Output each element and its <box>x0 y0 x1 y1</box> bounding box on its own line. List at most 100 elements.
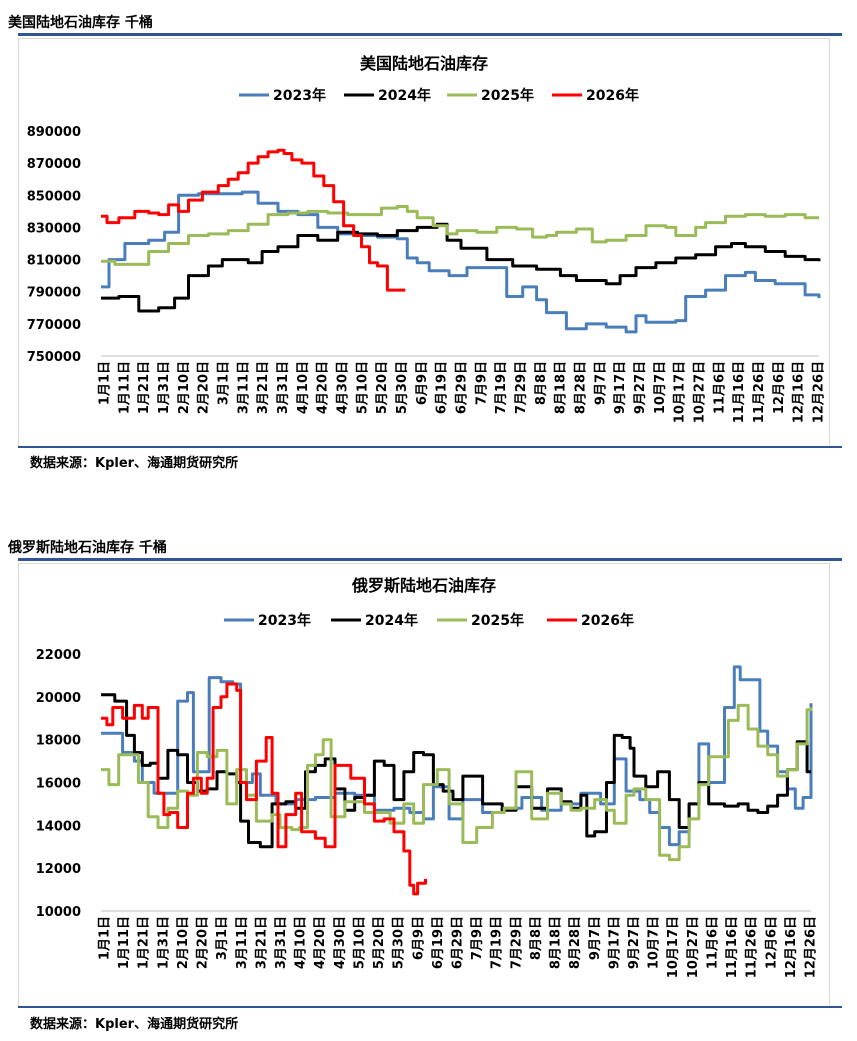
legend-label: 2025年 <box>481 87 534 104</box>
legend-label: 2024年 <box>365 612 418 629</box>
x-tick-label: 7月19日 <box>490 916 505 969</box>
x-tick-label: 4月10日 <box>294 916 309 969</box>
y-tick-label: 890000 <box>27 125 81 140</box>
x-tick-label: 8月18日 <box>549 916 564 969</box>
x-tick-label: 11月6日 <box>705 916 720 969</box>
x-tick-label: 11月6日 <box>712 361 727 414</box>
section-rule-ru-bottom <box>18 1006 842 1008</box>
x-tick-label: 7月19日 <box>494 361 509 414</box>
y-tick-label: 20000 <box>36 691 81 706</box>
x-tick-label: 5月30日 <box>395 361 410 414</box>
x-tick-label: 3月21日 <box>256 361 271 414</box>
x-tick-label: 1月1日 <box>98 916 113 960</box>
x-tick-label: 3月1日 <box>217 361 232 405</box>
x-tick-label: 12月6日 <box>772 361 787 414</box>
series-line <box>101 205 819 266</box>
x-tick-label: 5月10日 <box>355 361 370 414</box>
y-tick-label: 14000 <box>36 819 81 834</box>
legend-label: 2023年 <box>273 87 326 104</box>
source-note-us: 数据来源：Kpler、海通期货研究所 <box>30 456 239 471</box>
x-tick-label: 6月29日 <box>451 916 466 969</box>
x-tick-label: 9月17日 <box>613 361 628 414</box>
legend-label: 2026年 <box>581 612 634 629</box>
x-tick-label: 12月26日 <box>812 361 827 423</box>
x-tick-label: 10月27日 <box>686 916 701 978</box>
x-tick-label: 4月20日 <box>316 361 331 414</box>
x-tick-label: 1月31日 <box>156 916 171 969</box>
x-tick-label: 11月26日 <box>752 361 767 423</box>
x-tick-label: 6月29日 <box>455 361 470 414</box>
y-tick-label: 18000 <box>36 734 81 749</box>
x-tick-label: 4月30日 <box>336 361 351 414</box>
x-tick-label: 11月16日 <box>725 916 740 978</box>
series-line <box>101 682 427 896</box>
section-rule-us-top <box>18 33 842 36</box>
x-tick-label: 6月19日 <box>435 361 450 414</box>
x-tick-label: 12月26日 <box>804 916 819 978</box>
x-tick-label: 3月21日 <box>254 916 269 969</box>
x-tick-label: 4月20日 <box>313 916 328 969</box>
chart-title: 俄罗斯陆地石油库存 <box>351 576 496 595</box>
x-tick-label: 3月11日 <box>236 361 251 414</box>
x-tick-label: 12月16日 <box>792 361 807 423</box>
x-tick-label: 12月6日 <box>764 916 779 969</box>
x-tick-label: 11月16日 <box>732 361 747 423</box>
x-tick-label: 11月26日 <box>745 916 760 978</box>
section-rule-ru-top <box>18 558 842 561</box>
chart-ru-frame: 俄罗斯陆地石油库存 2023年 2024年 2025年 2026年 10000 12000 1… <box>18 563 830 1007</box>
series-line <box>101 693 811 849</box>
x-tick-label: 3月11日 <box>235 916 250 969</box>
x-tick-label: 3月1日 <box>215 916 230 960</box>
chart-title: 美国陆地石油库存 <box>360 54 488 73</box>
chart-us-frame: 美国陆地石油库存 2023年 2024年 2025年 2026年 750000 770000… <box>18 38 830 447</box>
x-tick-label: 6月19日 <box>431 916 446 969</box>
x-tick-label: 1月1日 <box>98 361 113 405</box>
x-tick-label: 10月27日 <box>693 361 708 423</box>
x-tick-label: 7月9日 <box>474 361 489 405</box>
y-tick-label: 810000 <box>27 254 81 269</box>
x-tick-label: 1月11日 <box>117 361 132 414</box>
y-tick-label: 770000 <box>27 318 81 333</box>
series-line <box>101 190 821 334</box>
x-tick-label: 4月10日 <box>296 361 311 414</box>
y-tick-label: 830000 <box>27 221 81 236</box>
x-tick-label: 5月30日 <box>392 916 407 969</box>
y-tick-label: 12000 <box>36 862 81 877</box>
x-tick-label: 9月27日 <box>633 361 648 414</box>
x-tick-label: 1月21日 <box>137 361 152 414</box>
legend-label: 2023年 <box>258 612 311 629</box>
x-tick-label: 12月16日 <box>784 916 799 978</box>
x-tick-label: 8月28日 <box>574 361 589 414</box>
x-tick-label: 2月20日 <box>197 361 212 414</box>
x-tick-label: 7月9日 <box>470 916 485 960</box>
section-title-us: 美国陆地石油库存 千桶 <box>8 15 153 31</box>
y-tick-label: 750000 <box>27 350 81 365</box>
section-rule-us-bottom <box>18 446 842 448</box>
x-tick-label: 7月29日 <box>514 361 529 414</box>
x-tick-label: 9月17日 <box>607 916 622 969</box>
section-title-ru: 俄罗斯陆地石油库存 千桶 <box>8 540 167 556</box>
series-line <box>101 222 821 313</box>
legend-label: 2026年 <box>586 87 639 104</box>
x-tick-label: 8月8日 <box>529 916 544 960</box>
y-tick-label: 10000 <box>36 905 81 920</box>
x-tick-label: 1月11日 <box>117 916 132 969</box>
x-tick-label: 1月31日 <box>157 361 172 414</box>
x-tick-label: 5月20日 <box>372 916 387 969</box>
y-tick-label: 16000 <box>36 777 81 792</box>
y-tick-label: 850000 <box>27 189 81 204</box>
y-tick-label: 870000 <box>27 157 81 172</box>
y-tick-label: 22000 <box>36 648 81 663</box>
chart-ru: 俄罗斯陆地石油库存 2023年 2024年 2025年 2026年 10000 12000 1… <box>36 576 819 978</box>
chart-us: 美国陆地石油库存 2023年 2024年 2025年 2026年 750000 770000… <box>27 54 827 423</box>
y-tick-label: 790000 <box>27 286 81 301</box>
legend-label: 2025年 <box>471 612 524 629</box>
x-tick-label: 10月17日 <box>673 361 688 423</box>
series-line <box>101 148 406 292</box>
x-tick-label: 6月9日 <box>411 916 426 960</box>
source-note-ru: 数据来源：Kpler、海通期货研究所 <box>30 1017 239 1032</box>
x-tick-label: 5月10日 <box>352 916 367 969</box>
x-tick-label: 8月18日 <box>554 361 569 414</box>
x-tick-label: 10月7日 <box>647 916 662 969</box>
x-tick-label: 4月30日 <box>333 916 348 969</box>
